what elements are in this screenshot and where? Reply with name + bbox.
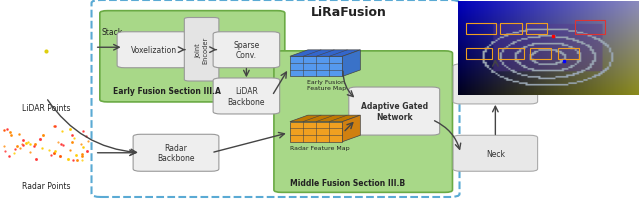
- Text: Detector
Head: Detector Head: [479, 75, 512, 94]
- Polygon shape: [290, 122, 342, 142]
- Polygon shape: [342, 51, 360, 77]
- Polygon shape: [290, 51, 360, 57]
- Text: Early Fusion
Feature Map: Early Fusion Feature Map: [307, 80, 346, 91]
- FancyBboxPatch shape: [184, 18, 219, 82]
- Text: LiDAR Points: LiDAR Points: [22, 104, 70, 112]
- Text: Early Fusion Section III.A: Early Fusion Section III.A: [113, 87, 221, 96]
- FancyBboxPatch shape: [453, 136, 538, 171]
- Polygon shape: [342, 116, 360, 142]
- Polygon shape: [290, 57, 342, 77]
- Text: Sparse
Conv.: Sparse Conv.: [233, 41, 260, 60]
- Text: Radar Points: Radar Points: [22, 182, 70, 190]
- Text: Stack: Stack: [101, 28, 123, 36]
- FancyBboxPatch shape: [100, 12, 285, 102]
- Text: Neck: Neck: [486, 149, 505, 158]
- Text: LiDAR
Backbone: LiDAR Backbone: [228, 87, 265, 106]
- Text: LiRaFusion: LiRaFusion: [311, 6, 387, 19]
- Polygon shape: [290, 116, 360, 122]
- FancyBboxPatch shape: [213, 33, 280, 68]
- Text: Radar Feature Map: Radar Feature Map: [290, 145, 350, 150]
- FancyBboxPatch shape: [117, 33, 190, 68]
- Text: Adaptive Gated
Network: Adaptive Gated Network: [361, 102, 428, 121]
- Text: Voxelization: Voxelization: [131, 46, 177, 55]
- FancyBboxPatch shape: [213, 79, 280, 114]
- Text: Middle Fusion Section III.B: Middle Fusion Section III.B: [290, 178, 405, 187]
- Text: 3D bounding box predictions: 3D bounding box predictions: [495, 2, 605, 11]
- FancyBboxPatch shape: [453, 65, 538, 104]
- FancyBboxPatch shape: [274, 52, 452, 192]
- FancyBboxPatch shape: [349, 88, 440, 135]
- Text: Joint
Encoder: Joint Encoder: [195, 36, 208, 64]
- Text: Radar
Backbone: Radar Backbone: [157, 143, 195, 163]
- FancyBboxPatch shape: [133, 135, 219, 171]
